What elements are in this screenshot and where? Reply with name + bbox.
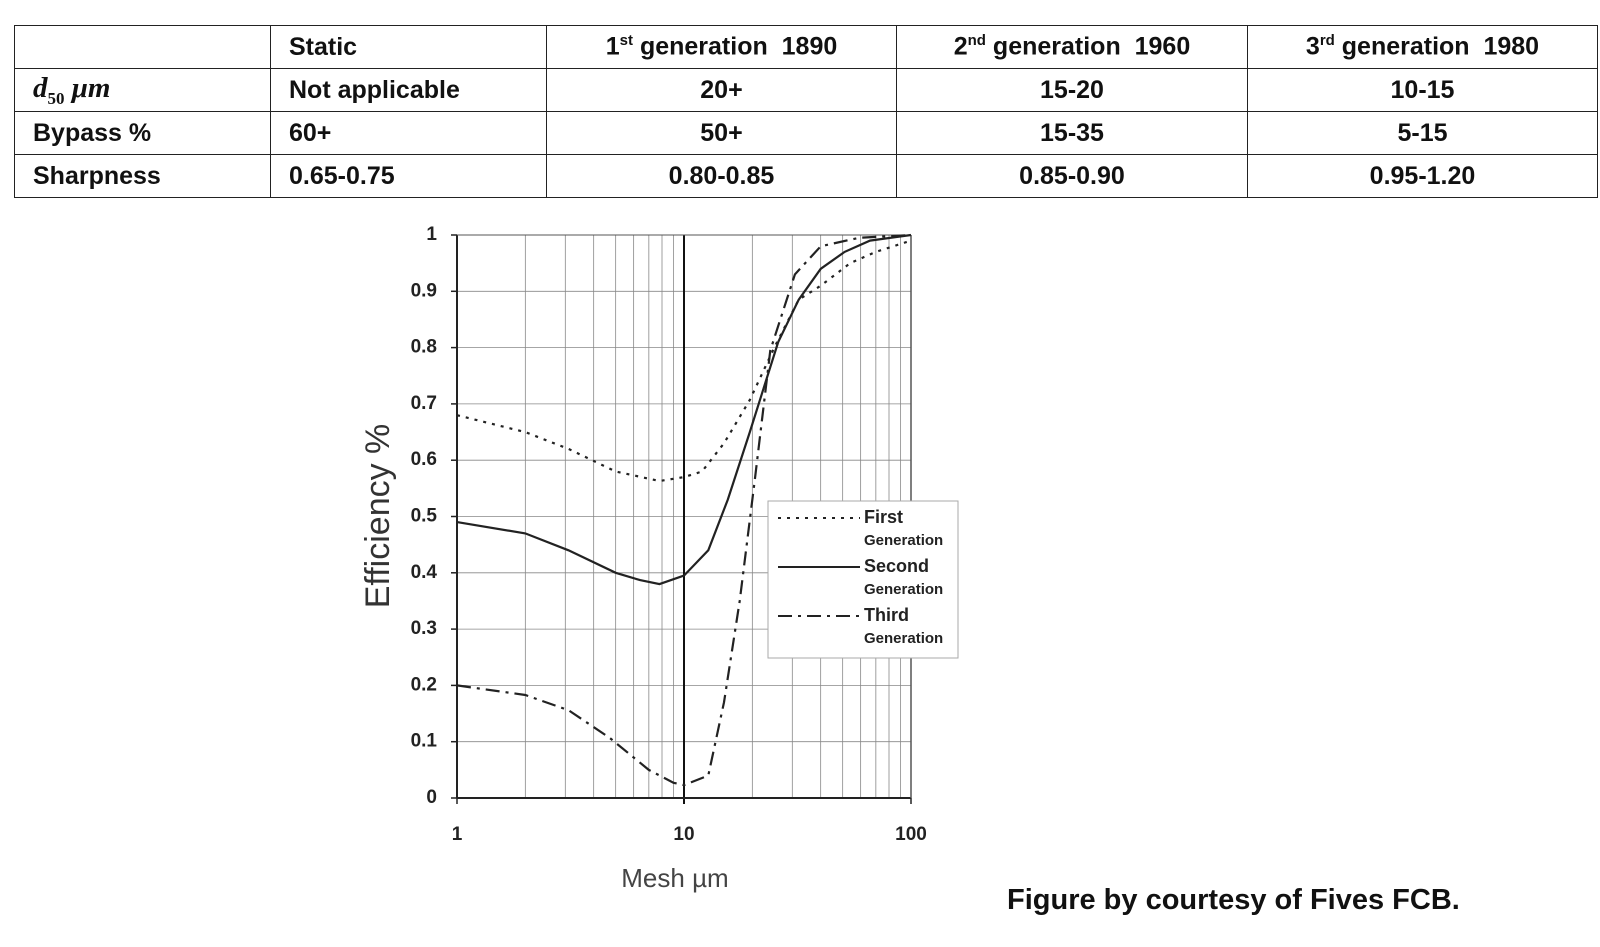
ordinal: 1: [605, 32, 620, 61]
y-tick-label: 0.5: [411, 506, 438, 527]
legend-label: First Generation: [864, 507, 943, 549]
credit: Figure by courtesy of Fives FCB.: [1007, 884, 1460, 916]
y-tick-label: 0: [426, 787, 437, 808]
ordinal-suffix: nd: [967, 32, 986, 50]
ordinal: 3: [1305, 32, 1320, 61]
table-cell: 0.65-0.75: [270, 154, 547, 198]
table-cell: 0.85-0.90: [896, 154, 1248, 198]
legend-box: [767, 500, 959, 659]
y-tick-label: 0.1: [411, 731, 438, 752]
y-tick-label: 0.6: [411, 449, 437, 470]
unit: μm: [71, 71, 111, 104]
y-axis-label: Efficiency %: [359, 424, 397, 609]
y-tick-label: 0.9: [411, 280, 437, 301]
table-cell: 0.80-0.85: [546, 154, 897, 198]
series-line: [456, 239, 912, 483]
table-cell: 15-35: [896, 111, 1248, 155]
row-label: Sharpness: [14, 154, 271, 198]
table-cell: 10-15: [1247, 68, 1598, 112]
legend-label: Third Generation: [864, 605, 943, 647]
y-tick-label: 0.4: [411, 562, 438, 583]
header-year: 1980: [1483, 32, 1540, 61]
ordinal-suffix: rd: [1319, 32, 1335, 50]
header-label: generation: [1341, 32, 1470, 61]
y-tick-label: 0.3: [411, 618, 437, 639]
table-row: Bypass % 60+ 50+ 15-35 5-15: [14, 111, 1598, 155]
comparison-table: Static 1st generation 1890 2nd generation …: [14, 25, 1598, 198]
table-cell: 0.95-1.20: [1247, 154, 1598, 198]
legend-label: Second Generation: [864, 556, 943, 598]
ordinal: 2: [953, 32, 968, 61]
header-label: Static: [289, 32, 358, 61]
math-label: d50 μm: [33, 71, 111, 108]
subscript: 50: [47, 88, 65, 108]
y-tick-label: 0.8: [411, 337, 437, 358]
label-text: Sharpness: [33, 161, 161, 190]
table-row: d50 μm Not applicable 20+ 15-20 10-15: [14, 68, 1598, 112]
header-year: 1960: [1134, 32, 1191, 61]
symbol: d: [33, 71, 48, 104]
y-tick-label: 0.7: [411, 393, 437, 414]
y-tick-label: 1: [426, 224, 437, 245]
header-label: generation: [639, 32, 768, 61]
header-year: 1890: [781, 32, 838, 61]
table-cell: 60+: [270, 111, 547, 155]
table-row: Sharpness 0.65-0.75 0.80-0.85 0.85-0.90 0.95…: [14, 154, 1598, 198]
header-cell: 3rd generation 1980: [1247, 25, 1598, 69]
y-tick-label: 0.2: [411, 674, 437, 695]
x-axis-label: Mesh µm: [621, 863, 728, 893]
x-tick-label: 100: [895, 824, 927, 845]
x-tick-label: 1: [452, 824, 463, 845]
ordinal-suffix: st: [619, 32, 633, 50]
row-label: d50 μm: [14, 68, 271, 112]
series-line: [456, 233, 912, 586]
x-tick-label: 10: [673, 824, 694, 845]
table-cell: 15-20: [896, 68, 1248, 112]
label-text: Bypass %: [33, 118, 152, 147]
table-cell: 20+: [546, 68, 897, 112]
header-label: generation: [992, 32, 1121, 61]
table-cell: 5-15: [1247, 111, 1598, 155]
